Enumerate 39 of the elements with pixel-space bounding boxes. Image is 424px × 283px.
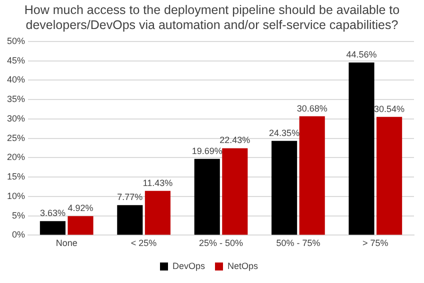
bar (40, 221, 66, 235)
x-tick-label: < 25% (130, 238, 157, 248)
x-tick-label: 25% - 50% (198, 238, 244, 248)
y-tick-label: 10% (7, 190, 26, 201)
legend-label: NetOps (228, 260, 259, 271)
data-label: 24.35% (269, 128, 300, 138)
bar (117, 205, 143, 235)
y-tick-label: 45% (7, 55, 26, 66)
y-tick-label: 5% (12, 210, 26, 220)
data-label: 30.68% (296, 103, 328, 114)
x-tick-label: > 75% (362, 238, 388, 248)
legend-label: DevOps (172, 260, 206, 271)
bar (299, 116, 325, 235)
data-label: 44.56% (346, 49, 377, 60)
bar (222, 148, 248, 235)
data-label: 19.69% (192, 146, 222, 156)
y-tick-label: 25% (7, 132, 26, 143)
y-tick-label: 50% (7, 36, 26, 46)
data-label: 30.54% (374, 104, 405, 114)
y-tick-label: 40% (7, 74, 26, 85)
bar (376, 116, 402, 235)
data-label: 7.77% (117, 192, 143, 202)
bar (68, 216, 94, 235)
y-tick-label: 20% (7, 152, 26, 162)
bar (272, 140, 298, 235)
data-label: 11.43% (142, 178, 173, 188)
bar (144, 190, 170, 235)
data-label: 4.92% (68, 203, 94, 214)
y-tick-label: 30% (7, 113, 26, 124)
y-tick-label: 15% (7, 172, 26, 182)
x-tick-label: None (56, 238, 78, 248)
chart-title: How much access to the deployment pipeline should be available to developers/DevOps via automation and/or self-service capabilities? (23, 3, 401, 33)
data-label: 22.43% (220, 135, 250, 146)
bar (194, 158, 220, 235)
y-tick-label: 0% (12, 230, 26, 240)
y-tick-label: 35% (7, 94, 26, 104)
bar (348, 62, 374, 235)
x-tick-label: 50% - 75% (276, 238, 320, 248)
data-label: 3.63% (40, 208, 66, 218)
